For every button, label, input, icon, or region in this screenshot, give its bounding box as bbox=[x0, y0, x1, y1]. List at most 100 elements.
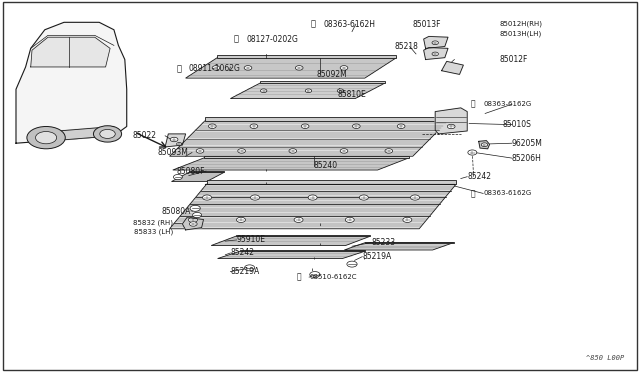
Text: 08510-6162C: 08510-6162C bbox=[309, 274, 356, 280]
Text: 96205M: 96205M bbox=[512, 139, 543, 148]
Polygon shape bbox=[218, 251, 365, 259]
Text: 85206H: 85206H bbox=[512, 154, 542, 163]
Polygon shape bbox=[260, 81, 385, 83]
Circle shape bbox=[244, 65, 252, 70]
Circle shape bbox=[432, 41, 438, 45]
Circle shape bbox=[305, 89, 312, 93]
Circle shape bbox=[289, 149, 297, 153]
Circle shape bbox=[340, 65, 348, 70]
Polygon shape bbox=[172, 172, 225, 182]
Text: Ⓢ: Ⓢ bbox=[471, 189, 476, 198]
Polygon shape bbox=[173, 158, 410, 170]
Polygon shape bbox=[170, 184, 456, 229]
Text: Ⓑ: Ⓑ bbox=[234, 35, 239, 44]
Polygon shape bbox=[165, 134, 186, 147]
Polygon shape bbox=[236, 235, 370, 236]
Polygon shape bbox=[217, 55, 397, 58]
Polygon shape bbox=[230, 83, 385, 99]
Circle shape bbox=[447, 124, 455, 129]
Polygon shape bbox=[479, 141, 490, 149]
Text: 85093M: 85093M bbox=[158, 148, 189, 157]
Text: 85242: 85242 bbox=[230, 248, 254, 257]
Polygon shape bbox=[207, 180, 456, 184]
Text: 85219A: 85219A bbox=[362, 252, 392, 261]
Circle shape bbox=[301, 124, 309, 128]
Polygon shape bbox=[189, 171, 225, 172]
Circle shape bbox=[173, 174, 182, 180]
Text: 08363-6162G: 08363-6162G bbox=[483, 101, 531, 107]
Polygon shape bbox=[31, 37, 110, 67]
Text: 85832 (RH): 85832 (RH) bbox=[133, 220, 173, 227]
Polygon shape bbox=[424, 48, 448, 60]
Circle shape bbox=[403, 217, 412, 222]
Polygon shape bbox=[344, 243, 454, 250]
Circle shape bbox=[93, 126, 122, 142]
Text: 08363-6162H: 08363-6162H bbox=[323, 20, 375, 29]
Polygon shape bbox=[241, 250, 365, 251]
Circle shape bbox=[397, 124, 405, 128]
Circle shape bbox=[193, 212, 202, 218]
Text: 85080A: 85080A bbox=[161, 207, 191, 216]
Polygon shape bbox=[424, 36, 448, 48]
Circle shape bbox=[237, 217, 246, 222]
Text: 85010S: 85010S bbox=[502, 120, 531, 129]
Text: 08911-1062G: 08911-1062G bbox=[189, 64, 241, 73]
Circle shape bbox=[177, 142, 182, 145]
Text: Ⓝ: Ⓝ bbox=[176, 64, 181, 73]
Polygon shape bbox=[45, 126, 114, 141]
Text: 85810E: 85810E bbox=[338, 90, 367, 99]
Circle shape bbox=[337, 89, 344, 93]
Text: 85233: 85233 bbox=[371, 238, 396, 247]
Polygon shape bbox=[186, 58, 397, 78]
Text: 85012H(RH): 85012H(RH) bbox=[499, 21, 542, 28]
Polygon shape bbox=[205, 117, 448, 121]
Circle shape bbox=[260, 89, 267, 93]
Circle shape bbox=[212, 65, 220, 70]
Text: Ⓢ: Ⓢ bbox=[297, 273, 301, 282]
Polygon shape bbox=[205, 156, 410, 158]
Text: 85833 (LH): 85833 (LH) bbox=[134, 228, 173, 235]
Circle shape bbox=[308, 195, 317, 200]
Text: 85012F: 85012F bbox=[499, 55, 527, 64]
Text: 85013H(LH): 85013H(LH) bbox=[499, 30, 541, 37]
Text: 85013F: 85013F bbox=[413, 20, 442, 29]
Circle shape bbox=[244, 265, 255, 271]
Polygon shape bbox=[170, 121, 448, 156]
Circle shape bbox=[188, 217, 197, 222]
Circle shape bbox=[250, 124, 258, 128]
Text: 95910E: 95910E bbox=[237, 235, 266, 244]
Circle shape bbox=[100, 129, 115, 138]
Text: ^850 L00P: ^850 L00P bbox=[586, 355, 624, 361]
Polygon shape bbox=[16, 22, 127, 143]
Text: 08127-0202G: 08127-0202G bbox=[246, 35, 298, 44]
Circle shape bbox=[347, 261, 357, 267]
Circle shape bbox=[202, 195, 211, 200]
Text: 85240: 85240 bbox=[314, 161, 338, 170]
Text: Ⓢ: Ⓢ bbox=[471, 100, 476, 109]
Circle shape bbox=[481, 143, 488, 147]
Polygon shape bbox=[435, 108, 467, 134]
Text: Ⓢ: Ⓢ bbox=[310, 20, 316, 29]
Polygon shape bbox=[182, 218, 204, 230]
Circle shape bbox=[196, 149, 204, 153]
Circle shape bbox=[360, 195, 369, 200]
Polygon shape bbox=[442, 61, 463, 74]
Circle shape bbox=[468, 150, 477, 155]
Circle shape bbox=[170, 137, 178, 142]
Polygon shape bbox=[365, 242, 454, 243]
Circle shape bbox=[27, 126, 65, 149]
Circle shape bbox=[310, 272, 320, 278]
Circle shape bbox=[189, 222, 197, 226]
Circle shape bbox=[35, 132, 57, 144]
Circle shape bbox=[238, 149, 246, 153]
Circle shape bbox=[432, 52, 438, 56]
Text: 85242: 85242 bbox=[467, 172, 492, 181]
Circle shape bbox=[353, 124, 360, 128]
Circle shape bbox=[340, 149, 348, 153]
Text: 85022: 85022 bbox=[133, 131, 157, 140]
Circle shape bbox=[296, 65, 303, 70]
Text: 85218: 85218 bbox=[395, 42, 419, 51]
Circle shape bbox=[209, 124, 216, 128]
Text: 08363-6162G: 08363-6162G bbox=[483, 190, 531, 196]
Polygon shape bbox=[211, 236, 370, 246]
